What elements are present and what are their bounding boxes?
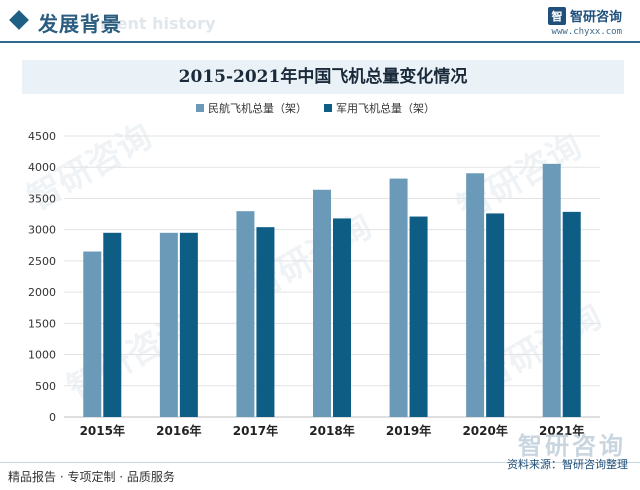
footer-slogan: 精品报告 · 专项定制 · 品质服务 xyxy=(8,470,175,484)
bar xyxy=(333,218,351,417)
legend-label: 军用飞机总量（架） xyxy=(336,101,435,115)
y-tick-label: 500 xyxy=(35,380,56,393)
brand-url: www.chyxx.com xyxy=(551,27,622,37)
footer-source: 资料来源：智研咨询整理 xyxy=(507,458,628,471)
chart-title: 2015-2021年中国飞机总量变化情况 xyxy=(178,67,468,87)
bar xyxy=(159,232,178,417)
diamond-icon xyxy=(9,10,29,30)
brand-name: 智研咨询 xyxy=(569,10,622,25)
legend-label: 民航飞机总量（架） xyxy=(208,101,307,115)
y-tick-label: 1000 xyxy=(28,349,56,362)
x-tick-label: 2015年 xyxy=(80,423,125,438)
brand-block: 智 智研咨询 www.chyxx.com xyxy=(547,6,622,37)
header-divider xyxy=(0,41,640,43)
watermark-brand: 智研咨询 xyxy=(518,432,626,460)
bar xyxy=(562,211,581,417)
y-tick-label: 1500 xyxy=(28,317,56,330)
legend-swatch xyxy=(196,104,204,112)
x-tick-label: 2016年 xyxy=(156,423,201,438)
bar-chart: 0 500 1000 1500 2000 2500 3000 3500 4000 4500 民航飞机… xyxy=(28,101,600,438)
chart-title-bar: 2015-2021年中国飞机总量变化情况 xyxy=(22,60,624,94)
bar xyxy=(256,227,275,417)
legend-swatch xyxy=(324,104,332,112)
y-tick-label: 0 xyxy=(49,411,56,424)
bar xyxy=(486,213,505,417)
x-tick-label: 2017年 xyxy=(233,423,278,438)
bar xyxy=(179,232,198,417)
x-tick-label: 2018年 xyxy=(309,423,354,438)
bar xyxy=(103,232,122,417)
page-header: ment history 发展背景 智 智研咨询 www.chyxx.com xyxy=(0,0,640,50)
footer-divider xyxy=(0,462,640,463)
y-tick-label: 4000 xyxy=(28,161,56,174)
bar xyxy=(83,251,102,417)
y-tick-label: 4500 xyxy=(28,130,56,143)
y-tick-label: 3500 xyxy=(28,192,56,205)
bar xyxy=(236,211,255,417)
section-subtitle: ment history xyxy=(100,14,216,33)
y-tick-label: 3000 xyxy=(28,224,56,237)
bar xyxy=(389,178,408,417)
bar xyxy=(542,163,561,417)
x-tick-label: 2020年 xyxy=(462,423,507,438)
bar xyxy=(409,216,428,417)
bar xyxy=(313,189,331,417)
y-tick-label: 2500 xyxy=(28,255,56,268)
bar xyxy=(466,173,485,417)
x-tick-label: 2021年 xyxy=(539,423,584,438)
x-tick-label: 2019年 xyxy=(386,423,431,438)
section-title: 发展背景 xyxy=(38,12,122,36)
y-tick-label: 2000 xyxy=(28,286,56,299)
brand-logo-icon: 智 xyxy=(547,6,566,25)
